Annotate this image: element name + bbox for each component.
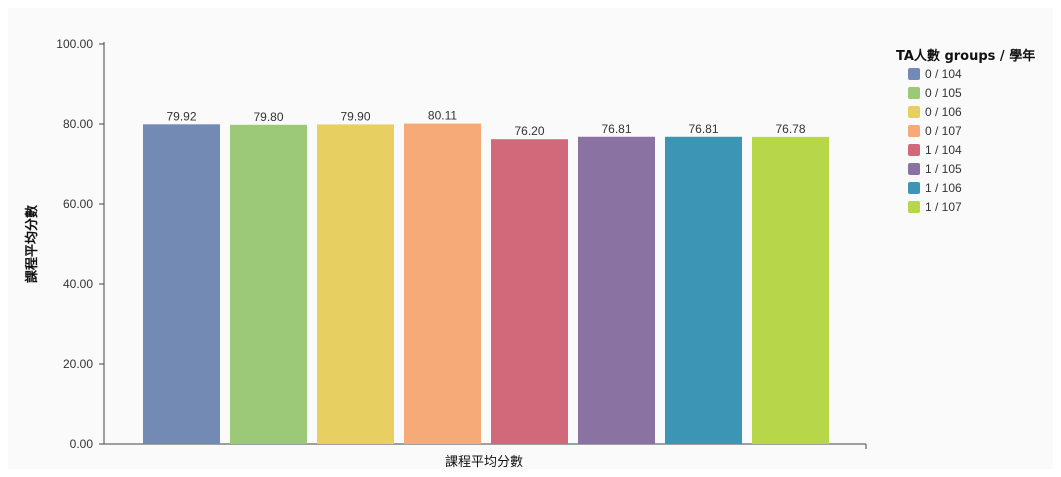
y-tick-label: 100.00 bbox=[56, 37, 93, 51]
legend-items: 0 / 104 0 / 105 0 / 106 0 / 107 1 / 104 1 / 1… bbox=[908, 67, 962, 214]
y-axis-title: 課程平均分數 bbox=[24, 205, 40, 283]
data-labels: 79.92 79.80 79.90 80.11 76.20 76.81 76.81 76.78 bbox=[166, 109, 805, 139]
y-tick-label: 80.00 bbox=[63, 117, 93, 131]
bar bbox=[143, 124, 220, 444]
legend-swatch bbox=[908, 144, 920, 156]
bar bbox=[578, 136, 655, 444]
bar-value-label: 76.81 bbox=[688, 122, 718, 136]
legend-item-label: 0 / 105 bbox=[925, 86, 962, 100]
y-tick-label: 60.00 bbox=[63, 197, 93, 211]
y-tick-label: 40.00 bbox=[63, 277, 93, 291]
bar bbox=[404, 123, 481, 444]
bar-value-label: 76.78 bbox=[775, 122, 805, 136]
legend-item-label: 1 / 107 bbox=[925, 200, 962, 214]
legend-swatch bbox=[908, 163, 920, 175]
legend-swatch bbox=[908, 68, 920, 80]
bar-value-label: 79.90 bbox=[340, 109, 370, 123]
legend-item-label: 1 / 104 bbox=[925, 143, 962, 157]
legend-swatch bbox=[908, 106, 920, 118]
bar bbox=[752, 136, 829, 444]
y-axis: 0.00 20.00 40.00 60.00 80.00 100.00 bbox=[56, 37, 105, 451]
legend-item-label: 1 / 105 bbox=[925, 162, 962, 176]
bar bbox=[491, 139, 568, 444]
y-tick-label: 0.00 bbox=[70, 437, 94, 451]
bar-value-label: 80.11 bbox=[428, 109, 457, 123]
legend-title: TA人數 groups / 學年 bbox=[896, 48, 1035, 64]
legend-swatch bbox=[908, 182, 920, 194]
bar bbox=[230, 124, 307, 445]
legend-swatch bbox=[908, 201, 920, 213]
legend-swatch bbox=[908, 125, 920, 137]
legend-item-label: 1 / 106 bbox=[925, 181, 962, 195]
bar bbox=[665, 136, 742, 444]
x-axis-title: 課程平均分數 bbox=[445, 454, 523, 470]
y-tick-label: 20.00 bbox=[63, 357, 93, 371]
bars bbox=[143, 123, 829, 445]
bar-value-label: 79.80 bbox=[253, 110, 283, 124]
bar bbox=[317, 124, 394, 445]
legend-item-label: 0 / 106 bbox=[925, 105, 962, 119]
legend-swatch bbox=[908, 87, 920, 99]
bar-value-label: 76.20 bbox=[514, 124, 544, 138]
bar-value-label: 79.92 bbox=[166, 109, 196, 123]
legend-item-label: 0 / 104 bbox=[925, 67, 962, 81]
bar-value-label: 76.81 bbox=[601, 122, 631, 136]
legend-item-label: 0 / 107 bbox=[925, 124, 962, 138]
